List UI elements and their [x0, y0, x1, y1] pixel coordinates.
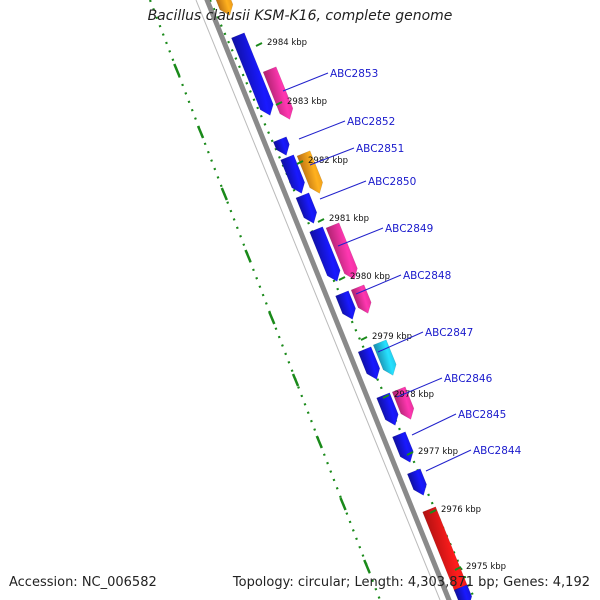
- gene-arrow-pink: [325, 222, 358, 280]
- gene-label-leader: [337, 227, 384, 247]
- gene-arrow-blue: [280, 154, 305, 194]
- gene-label-leader: [396, 377, 443, 398]
- inner-guide-dash: [220, 187, 228, 201]
- scale-tick-label: 2981 kbp: [329, 214, 369, 224]
- scale-tick-mark: [454, 566, 462, 571]
- scale-tick-label: 2982 kbp: [308, 156, 348, 166]
- gene-label: ABC2846: [444, 373, 493, 385]
- gene-label: ABC2853: [330, 68, 378, 80]
- gene-arrow-blue: [376, 392, 399, 426]
- gene-label: ABC2845: [458, 409, 506, 421]
- scale-tick-label: 2979 kbp: [372, 332, 412, 342]
- gene-label: ABC2852: [347, 116, 395, 128]
- gene-arrow-blue: [309, 226, 341, 282]
- outer-dotted-guide: [208, 0, 477, 600]
- inner-guide-dash: [268, 311, 276, 325]
- gene-label-leader: [309, 147, 355, 166]
- gene-arrow-pink: [350, 284, 372, 314]
- gene-label: ABC2847: [425, 327, 473, 339]
- gene-arrow-pink: [391, 386, 415, 420]
- gene-label: ABC2848: [403, 270, 451, 282]
- scale-tick-mark: [429, 509, 437, 514]
- scale-tick-mark: [275, 101, 283, 106]
- gene-label-leader: [355, 274, 402, 295]
- gene-label: ABC2844: [473, 445, 522, 457]
- gene-arrow-blue: [357, 346, 381, 380]
- gene-label-leader: [425, 449, 472, 472]
- gene-arrow-blue: [231, 32, 274, 116]
- inner-guide-dash: [196, 125, 205, 139]
- scale-tick-mark: [296, 160, 304, 165]
- gene-arrow-blue: [295, 192, 318, 224]
- gene-label-leader: [411, 413, 457, 436]
- scale-tick-label: 2977 kbp: [418, 447, 458, 457]
- inner-guide-dash: [173, 63, 181, 77]
- backbone-highlight: [195, 0, 441, 600]
- genome-summary-text: Topology: circular; Length: 4,303,871 bp…: [232, 575, 590, 590]
- scale-tick-label: 2978 kbp: [394, 390, 434, 400]
- inner-guide-dash: [244, 249, 252, 263]
- gene-arrow-cyan: [372, 339, 397, 376]
- scale-tick-mark: [255, 42, 263, 47]
- scale-tick-mark: [338, 276, 346, 281]
- gene-arrow-orange: [215, 0, 234, 16]
- gene-label-leader: [298, 120, 346, 140]
- inner-guide-dash: [291, 373, 300, 387]
- scale-tick-label: 2976 kbp: [441, 505, 481, 515]
- inner-guide-dash: [339, 497, 347, 511]
- gene-arrow-orange: [296, 150, 323, 194]
- inner-guide-dash: [363, 559, 371, 573]
- inner-guide-dash: [315, 435, 323, 449]
- gene-arrow-blue: [335, 290, 356, 320]
- scale-tick-label: 2980 kbp: [350, 272, 390, 282]
- backbone-line: [204, 0, 452, 600]
- gene-arrow-blue: [272, 136, 290, 156]
- gene-label: ABC2851: [356, 143, 404, 155]
- scale-tick-mark: [406, 451, 414, 456]
- gene-label-leader: [282, 72, 329, 92]
- gene-arrow-pink: [262, 66, 294, 120]
- gene-label-leader: [319, 180, 367, 200]
- scale-tick-label: 2983 kbp: [287, 97, 327, 107]
- scale-tick-mark: [317, 218, 325, 223]
- accession-text: Accession: NC_006582: [9, 575, 157, 590]
- genome-title: Bacillus clausii KSM-K16, complete genom…: [147, 8, 453, 24]
- scale-tick-label: 2984 kbp: [267, 38, 307, 48]
- gene-label-leader: [377, 331, 424, 353]
- gene-arrow-blue: [406, 468, 427, 496]
- gene-arrow-blue: [392, 431, 414, 463]
- scale-tick-mark: [382, 394, 390, 399]
- scale-tick-mark: [360, 336, 368, 341]
- gene-label: ABC2850: [368, 176, 416, 188]
- gene-label: ABC2849: [385, 223, 433, 235]
- scale-tick-label: 2975 kbp: [466, 562, 506, 572]
